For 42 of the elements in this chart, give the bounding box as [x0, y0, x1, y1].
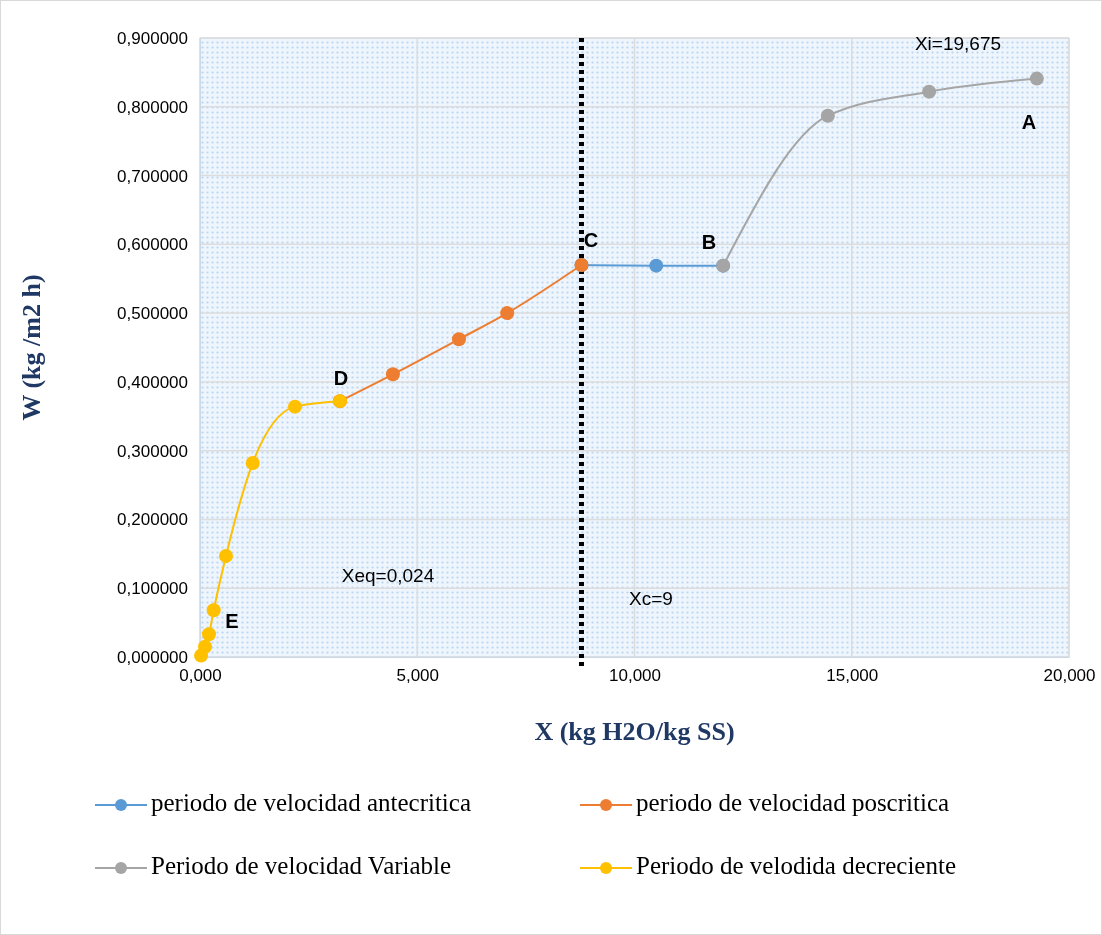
y-tick-label: 0,100000 [117, 579, 188, 599]
y-tick-label: 0,500000 [117, 304, 188, 324]
legend-label: Periodo de velocidad Variable [151, 851, 452, 879]
y-axis-title: W (kg /m2 h) [17, 274, 46, 421]
y-tick-label: 0,300000 [117, 441, 188, 461]
x-tick-label: 20,000 [1043, 666, 1096, 686]
annotation: B [701, 231, 717, 254]
point [198, 639, 212, 654]
point [385, 367, 400, 382]
point [245, 456, 260, 471]
y-tick-label: 0,900000 [117, 28, 188, 48]
annotation: Xi=19,675 [914, 33, 1002, 55]
annotation: E [225, 610, 239, 633]
y-tick-label: 0,700000 [117, 166, 188, 186]
point [218, 548, 233, 563]
annotation: Xc=9 [629, 588, 673, 610]
y-tick-label: 0,000000 [117, 647, 188, 667]
legend-label: periodo de velocidad antecritica [151, 788, 471, 816]
legend-label: periodo de velocidad poscritica [636, 788, 950, 816]
point [206, 603, 221, 618]
point [649, 258, 664, 273]
x-tick-label: 15,000 [826, 666, 879, 686]
point [500, 306, 515, 321]
y-tick-label: 0,600000 [117, 235, 188, 255]
point [922, 84, 937, 99]
annotation: C [583, 229, 599, 252]
y-tick-label: 0,400000 [117, 372, 188, 392]
y-tick-label: 0,200000 [117, 510, 188, 530]
point [1029, 71, 1044, 86]
point [201, 627, 216, 642]
annotation: Xeq=0,024 [341, 565, 435, 587]
x-tick-label: 5,000 [396, 666, 440, 686]
annotation: A [1021, 111, 1037, 134]
point [820, 108, 835, 123]
y-tick-label: 0,800000 [117, 97, 188, 117]
point [451, 332, 466, 347]
annotation: D [333, 367, 349, 390]
x-tick-label: 10,000 [609, 666, 661, 686]
x-tick-label: 0,000 [179, 666, 222, 686]
legend-label: Periodo de velodida decreciente [636, 851, 956, 879]
point [287, 399, 302, 414]
x-axis-title: X (kg H2O/kg SS) [534, 717, 735, 746]
